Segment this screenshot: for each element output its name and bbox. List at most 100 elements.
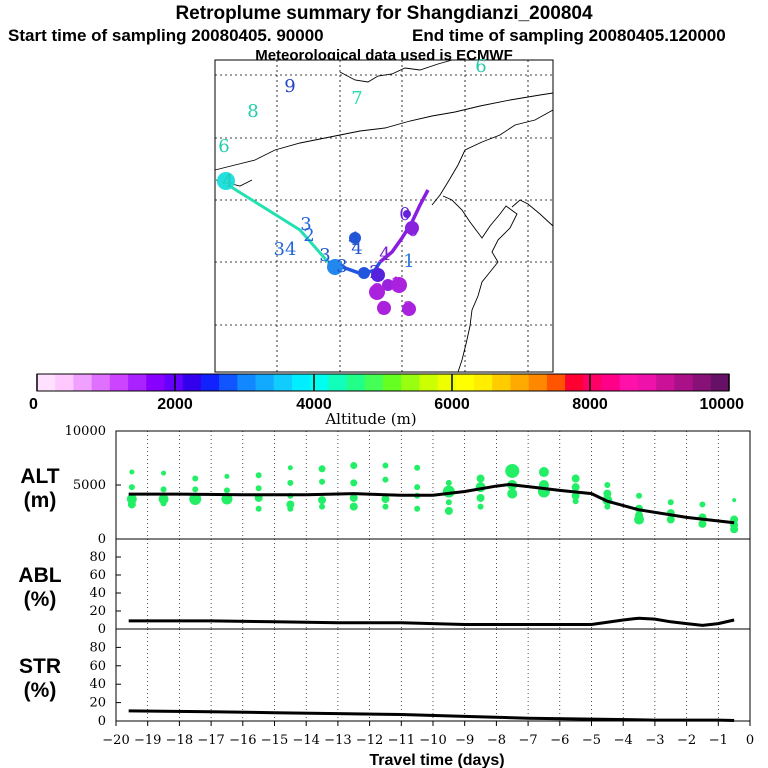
trajectory-point [371, 268, 385, 282]
trajectory-label: 4 [348, 229, 359, 250]
x-tick-label: −12 [356, 733, 383, 748]
y-tick-label: 10000 [65, 424, 106, 439]
colorbar-cell [37, 374, 56, 391]
border-line [339, 59, 453, 83]
end-time-label: End time of sampling 20080405.120000 [412, 26, 726, 45]
plume-point [255, 472, 262, 479]
trajectory-label: 0 [399, 204, 410, 225]
plume-point [223, 487, 230, 494]
colorbar-cell [565, 374, 584, 391]
y-tick-label: 40 [89, 677, 106, 692]
chart-title: Retroplume summary for Shangdianzi_20080… [175, 3, 593, 24]
trajectory-label: 0 [407, 220, 418, 241]
colorbar-cell [474, 374, 493, 391]
plume-point [445, 479, 452, 486]
plume-point [192, 486, 199, 493]
plume-point [414, 505, 421, 512]
x-tick-label: −16 [229, 733, 256, 748]
plume-point [286, 500, 295, 509]
colorbar-cell [237, 374, 257, 391]
panel-unit: (%) [24, 588, 57, 611]
colorbar-cell [692, 374, 712, 391]
plume-point [636, 492, 643, 499]
trajectory-label: 2 [369, 262, 380, 283]
colorbar-cell [419, 374, 439, 391]
colorbar-cell [383, 374, 402, 391]
x-tick-label: −9 [455, 733, 474, 748]
colorbar-cell [55, 374, 75, 391]
plume-point [698, 519, 707, 528]
x-axis-title: Travel time (days) [369, 752, 504, 768]
plume-point [476, 493, 485, 502]
trajectory-point [358, 267, 370, 279]
y-tick-label: 60 [89, 568, 106, 583]
coastline [511, 199, 554, 227]
colorbar-cell [619, 374, 639, 391]
colorbar-cell [546, 374, 566, 391]
x-tick-label: −14 [292, 733, 319, 748]
plume-point [445, 499, 452, 506]
plume-point [287, 505, 294, 512]
colorbar-ticks: 0 2000 4000 6000 8000 10000 [29, 374, 744, 413]
plume-point [732, 498, 737, 503]
x-tick-label: −2 [677, 733, 696, 748]
plume-point [350, 462, 358, 470]
plume-point [318, 496, 327, 505]
trajectory-point [217, 172, 235, 190]
x-axis: −20 −19 −18 −17 −16 −15 −14 −13 −12 −11 −10 −9 −8 −7−… [102, 721, 754, 748]
colorbar-tick-label: 6000 [434, 396, 470, 413]
map-grid [215, 60, 553, 372]
trajectory-point [391, 277, 407, 293]
plume-point [571, 491, 580, 500]
trajectory-label: 6 [218, 136, 229, 157]
y-tick-label: 20 [89, 604, 106, 619]
plume-point [382, 462, 389, 469]
y-tick-label: 80 [89, 640, 106, 655]
trajectory-label: 3 [319, 245, 330, 266]
panel-frame [115, 430, 751, 540]
colorbar-cell [128, 374, 147, 391]
colorbar-tick-label: 4000 [296, 396, 332, 413]
trajectory-label: 34 [274, 239, 297, 260]
colorbar-cell [510, 374, 530, 391]
trajectory-point [349, 232, 361, 244]
colorbar-cell [601, 374, 621, 391]
trajectory-point [377, 301, 391, 315]
y-tick-label: 5000 [73, 478, 106, 493]
border-line [431, 109, 554, 206]
colorbar-tick-label: 2000 [157, 396, 193, 413]
y-tick-label: 60 [89, 659, 106, 674]
colorbar-cell [455, 374, 475, 391]
y-tick-label: 0 [98, 622, 106, 637]
trajectory-label: 2 [303, 225, 314, 246]
x-tick-label: −4 [614, 733, 633, 748]
trajectory-label: 2 [378, 298, 389, 319]
trajectory-label: 6 [475, 56, 486, 77]
plume-point [127, 500, 136, 509]
plume-point [221, 493, 233, 505]
plume-point [129, 469, 135, 475]
plume-point [287, 479, 294, 486]
trajectory-label: 7 [351, 88, 362, 109]
colorbar-cell [656, 374, 675, 391]
plume-point [224, 473, 230, 479]
x-tick-label: −7 [519, 733, 538, 748]
colorbar-cell [91, 374, 111, 391]
panel-alt: 0 5000 10000 ALT(m) [20, 424, 751, 547]
plume-point [476, 474, 485, 483]
trajectory-label: 4 [351, 238, 362, 259]
y-tick-label: 40 [89, 586, 106, 601]
plume-point [318, 465, 326, 473]
map-frame [214, 59, 554, 373]
y-tick-label: 0 [98, 714, 106, 729]
trajectory-point [403, 210, 411, 218]
colorbar-cell [364, 374, 384, 391]
x-tick-label: −18 [166, 733, 193, 748]
colorbar-cell [328, 374, 348, 391]
trajectory-label: 4 [379, 244, 390, 265]
plume-point [319, 478, 326, 485]
colorbar-cell [109, 374, 129, 391]
plume-point [571, 483, 580, 492]
